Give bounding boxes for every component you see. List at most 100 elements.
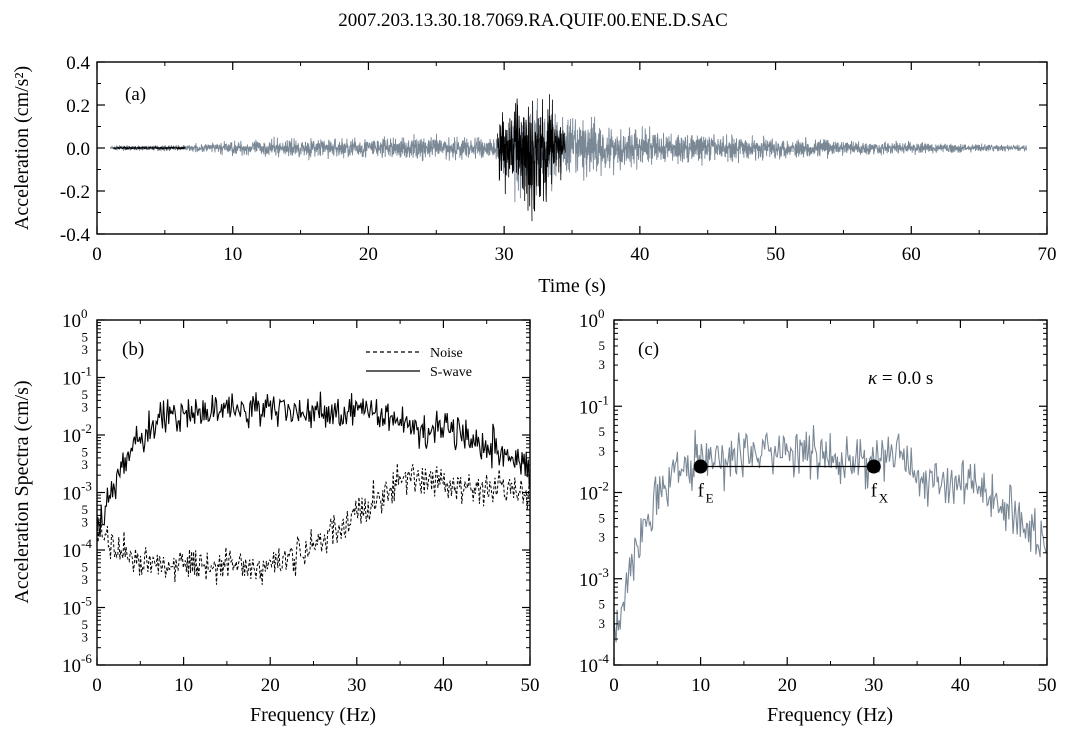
a-xtick-label: 50: [766, 244, 785, 265]
xtick-label: 30: [864, 675, 883, 696]
ytick-exponent: -2: [598, 479, 609, 494]
marker-fx-dot: [866, 459, 881, 474]
xtick-label: 20: [261, 675, 280, 696]
ytick-label: 10: [579, 570, 598, 591]
panel-a-ylabel: Acceleration (cm/s²): [11, 66, 33, 230]
ytick-exponent: 0: [598, 306, 605, 321]
ytick-label: 10: [62, 656, 81, 677]
a-xtick-label: 40: [630, 244, 649, 265]
yminor-label: 5: [599, 510, 606, 525]
ytick-label: 10: [62, 426, 81, 447]
panel-b-frame: [96, 319, 531, 666]
legend-noise-label: Noise: [430, 346, 463, 361]
panel-a-waveforms: [110, 94, 1028, 222]
ytick-exponent: -4: [81, 536, 92, 551]
yminor-label: 3: [599, 530, 606, 545]
ytick-exponent: -3: [81, 479, 92, 494]
a-ytick-label: 0.4: [66, 53, 90, 74]
ytick-exponent: -3: [598, 565, 609, 580]
ytick-exponent: -6: [81, 651, 92, 666]
ytick-exponent: -1: [81, 364, 92, 379]
panel-a-frame: [96, 61, 1048, 235]
a-xtick-label: 60: [902, 244, 921, 265]
yminor-label: 3: [599, 357, 606, 372]
panel-c-frame: [613, 319, 1048, 666]
xtick-label: 50: [521, 675, 540, 696]
a-ytick-label: -0.2: [60, 182, 90, 203]
xtick-label: 10: [691, 675, 710, 696]
ytick-label: 10: [62, 599, 81, 620]
yminor-label: 5: [599, 597, 606, 612]
panel-c-label: (c): [638, 339, 659, 360]
yminor-label: 3: [82, 457, 89, 472]
panel-b-legend: Noise S-wave: [366, 346, 472, 380]
a-xtick-label: 10: [223, 244, 242, 265]
legend-swave-label: S-wave: [430, 365, 472, 380]
waveform-s-wave-window: [497, 94, 566, 222]
yminor-label: 3: [82, 342, 89, 357]
ytick-label: 10: [62, 369, 81, 390]
panel-b-label: (b): [122, 339, 144, 360]
xtick-label: 0: [92, 675, 102, 696]
a-xtick-label: 0: [92, 244, 102, 265]
ytick-label: 10: [62, 484, 81, 505]
panel-b-ylabel: Acceleration Spectra (cm/s): [11, 380, 33, 603]
a-xtick-label: 70: [1038, 244, 1057, 265]
xtick-label: 0: [609, 675, 619, 696]
panel-c-xlabel: Frequency (Hz): [767, 704, 893, 726]
spectrum-line-0: [613, 425, 1047, 643]
xtick-label: 50: [1038, 675, 1057, 696]
xtick-label: 20: [778, 675, 797, 696]
yminor-label: 3: [599, 616, 606, 631]
a-xtick-label: 30: [495, 244, 514, 265]
a-ytick-label: -0.4: [60, 225, 91, 246]
xtick-label: 40: [434, 675, 453, 696]
yminor-label: 5: [599, 338, 606, 353]
ytick-exponent: -2: [81, 421, 92, 436]
panel-b-xlabel: Frequency (Hz): [250, 704, 376, 726]
ytick-label: 10: [62, 541, 81, 562]
marker-fe-label: f: [698, 481, 705, 502]
waveform-noise-window: [112, 145, 186, 151]
yminor-label: 5: [82, 559, 89, 574]
ytick-exponent: -4: [598, 651, 609, 666]
yminor-label: 5: [82, 387, 89, 402]
ytick-label: 10: [579, 397, 598, 418]
figure-title: 2007.203.13.30.18.7069.RA.QUIF.00.ENE.D.…: [338, 10, 728, 31]
panel-a-time-series: 0 10 20 30 40 50 60 70 -0.4 -0.2 0.0 0.2 0.4 (a) Tim…: [11, 53, 1057, 297]
ytick-label: 10: [579, 311, 598, 332]
waveform-full-record: [110, 98, 1028, 203]
xtick-label: 30: [347, 675, 366, 696]
spectrum-noise: [96, 463, 530, 585]
panel-a-ticks: 0 10 20 30 40 50 60 70 -0.4 -0.2 0.0 0.2 0.4: [60, 53, 1057, 265]
yminor-label: 3: [599, 443, 606, 458]
yminor-label: 3: [82, 400, 89, 415]
panel-a-label: (a): [125, 84, 146, 105]
yminor-label: 5: [82, 329, 89, 344]
marker-fx-subscript: X: [879, 491, 889, 506]
a-ytick-label: 0.2: [66, 96, 90, 117]
spectrum-s-wave: [96, 391, 530, 537]
marker-fe-subscript: E: [706, 491, 714, 506]
ytick-exponent: -5: [81, 594, 92, 609]
kappa-symbol: κ: [868, 368, 878, 389]
a-xtick-label: 20: [359, 244, 378, 265]
yminor-label: 3: [82, 572, 89, 587]
yminor-label: 5: [82, 444, 89, 459]
ytick-exponent: 0: [81, 306, 88, 321]
xtick-label: 40: [951, 675, 970, 696]
yminor-label: 3: [82, 515, 89, 530]
yminor-label: 3: [82, 630, 89, 645]
xtick-label: 10: [174, 675, 193, 696]
panel-b-spectra-lines: [96, 391, 530, 585]
ytick-label: 10: [62, 311, 81, 332]
marker-fe-dot: [693, 459, 708, 474]
ytick-label: 10: [579, 484, 598, 505]
yminor-label: 5: [82, 617, 89, 632]
yminor-label: 5: [82, 502, 89, 517]
